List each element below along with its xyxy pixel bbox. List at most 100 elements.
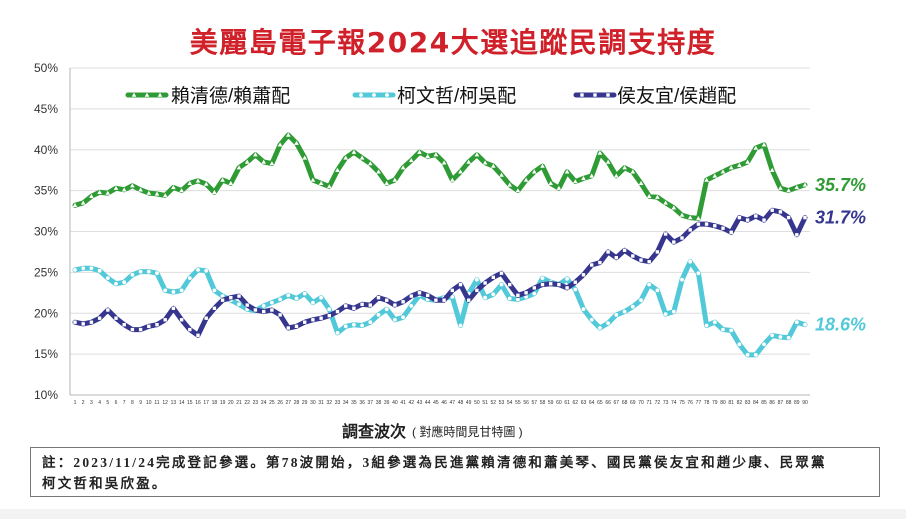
y-tick-label: 35%: [34, 184, 58, 198]
data-point: [228, 180, 234, 185]
x-tick-label: 12: [162, 400, 168, 406]
data-point: [630, 304, 635, 309]
data-point: [262, 309, 266, 314]
data-point: [721, 226, 725, 230]
data-point: [73, 320, 77, 324]
data-point: [146, 190, 152, 195]
data-point: [409, 304, 414, 308]
x-tick-label: 73: [663, 400, 669, 406]
data-point: [581, 307, 586, 312]
x-tick-label: 82: [737, 400, 743, 406]
x-tick-label: 31: [318, 400, 324, 406]
data-point: [499, 271, 504, 275]
data-point: [368, 320, 373, 325]
legend-label-lai: 賴清德/賴蕭配: [171, 85, 290, 107]
data-point: [598, 326, 602, 330]
data-point: [360, 323, 364, 328]
x-tick-label: 38: [376, 400, 382, 406]
x-tick-label: 62: [573, 400, 579, 406]
legend-marker: [144, 92, 150, 97]
x-tick-label: 30: [310, 400, 316, 406]
x-tick-label: 50: [474, 400, 480, 406]
x-tick-label: 72: [655, 400, 661, 406]
data-point: [564, 169, 570, 174]
x-tick-label: 25: [269, 400, 275, 406]
data-point: [491, 163, 496, 168]
data-point: [745, 353, 750, 357]
data-point: [163, 288, 168, 293]
legend-marker: [359, 93, 363, 97]
data-point: [286, 293, 291, 298]
data-point: [622, 248, 627, 252]
x-tick-label: 55: [515, 400, 521, 406]
x-tick-label: 74: [671, 400, 677, 406]
data-point: [146, 269, 151, 274]
data-point: [745, 159, 750, 164]
legend-marker: [131, 92, 137, 97]
data-point: [368, 303, 372, 307]
data-point: [802, 182, 808, 187]
data-point: [400, 165, 406, 170]
data-point: [270, 300, 274, 305]
x-tick-label: 36: [359, 400, 365, 406]
data-point: [770, 333, 775, 338]
data-point: [688, 259, 693, 264]
data-point: [269, 161, 275, 166]
data-point: [261, 304, 266, 308]
x-tick-label: 4: [98, 400, 101, 406]
data-point: [737, 215, 742, 220]
data-point: [482, 160, 488, 165]
data-point: [573, 179, 578, 184]
data-point: [187, 276, 192, 280]
x-tick-label: 46: [441, 400, 447, 406]
legend-item-lai: 賴清德/賴蕭配: [125, 85, 290, 107]
data-point: [778, 210, 783, 214]
data-point: [639, 258, 643, 262]
footnote-line-2: 柯文哲和吳欣盈。: [42, 476, 168, 491]
data-point: [188, 327, 192, 332]
data-point: [696, 222, 701, 226]
x-tick-label: 5: [106, 400, 109, 406]
x-tick-label: 40: [392, 400, 398, 406]
x-tick-label: 58: [540, 400, 546, 406]
data-point: [515, 188, 521, 193]
data-point: [712, 173, 718, 178]
data-point: [672, 240, 676, 244]
data-point: [475, 277, 479, 282]
x-tick-label: 83: [745, 400, 751, 406]
data-point: [786, 335, 791, 340]
x-tick-label: 88: [786, 400, 792, 406]
data-point: [762, 218, 766, 222]
x-tick-label: 45: [433, 400, 439, 406]
data-point: [278, 313, 282, 317]
data-point: [745, 218, 750, 222]
legend-swatch-lai: [125, 92, 169, 98]
data-point: [376, 296, 381, 300]
data-point: [352, 322, 356, 327]
data-point: [417, 291, 422, 295]
data-point: [106, 308, 110, 312]
end-label-ko: 18.6%: [815, 315, 866, 335]
data-point: [154, 191, 160, 196]
data-point: [114, 316, 118, 320]
x-tick-label: 76: [687, 400, 693, 406]
data-point: [557, 282, 561, 287]
data-point: [277, 142, 283, 147]
x-tick-label: 2: [82, 400, 85, 406]
data-point: [343, 324, 348, 329]
data-point: [245, 303, 249, 307]
x-tick-label: 27: [286, 400, 292, 406]
data-point: [548, 180, 553, 185]
data-point: [549, 282, 553, 286]
data-point: [401, 300, 405, 304]
x-tick-label: 22: [244, 400, 250, 406]
data-point: [712, 320, 717, 325]
data-point: [754, 214, 758, 218]
x-axis-ticks: 1 2 3 4 5 6 7 8 9 10 11 12 13 14 15 16 17 18 19 20 21 22 23 24 2…: [74, 400, 808, 406]
data-point: [384, 307, 389, 312]
data-point: [803, 215, 807, 220]
data-point: [713, 224, 717, 228]
x-tick-label: 77: [696, 400, 702, 406]
data-point: [121, 187, 127, 192]
data-point: [622, 309, 627, 314]
